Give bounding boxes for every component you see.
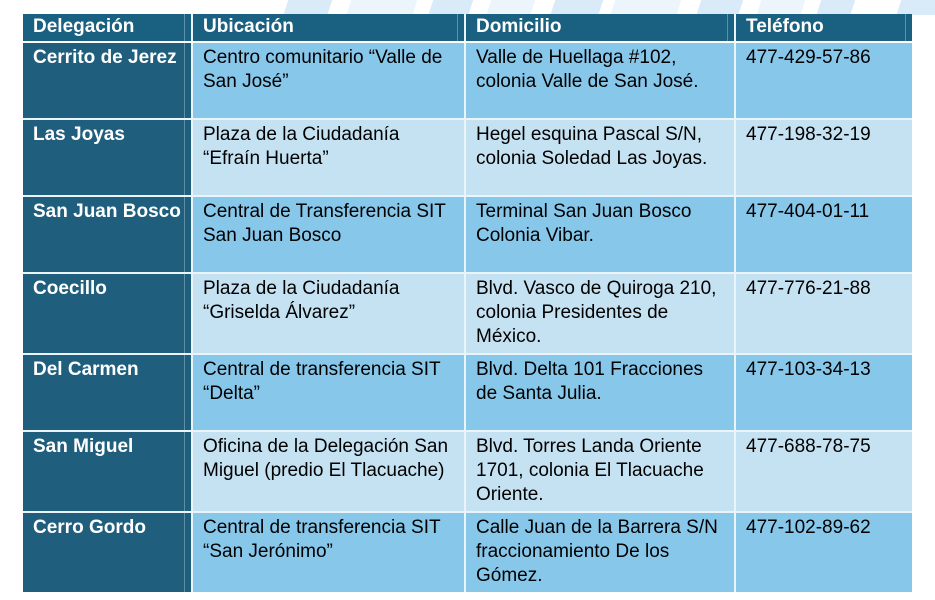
table-row: San Miguel Oficina de la Delegación San … [23,431,912,513]
cell-domicilio: Valle de Huellaga #102, colonia Valle de… [465,42,736,120]
background-swoosh [341,0,421,15]
cell-delegacion: Las Joyas [23,119,193,197]
cell-domicilio: Hegel esquina Pascal S/N, colonia Soleda… [465,119,736,197]
cell-ubicacion: Centro comunitario “Valle de San José” [192,42,466,120]
table-row: Cerro Gordo Central de transferencia SIT… [23,512,912,592]
cell-delegacion: San Miguel [23,431,193,513]
background-swoosh [481,0,539,15]
table-row: Coecillo Plaza de la Ciudadanía “Griseld… [23,273,912,355]
cell-ubicacion: Central de transferencia SIT “Delta” [192,354,466,432]
cell-telefono: 477-198-32-19 [735,119,912,197]
background-swoosh [605,0,685,15]
cell-telefono: 477-776-21-88 [735,273,912,355]
table-header: Delegación Ubicación Domicilio Teléfono [23,14,912,43]
decorative-swoosh-strip [0,0,935,15]
table-row: Cerrito de Jerez Centro comunitario “Val… [23,42,912,120]
cell-domicilio: Blvd. Delta 101 Fracciones de Santa Juli… [465,354,736,432]
cell-delegacion: Coecillo [23,273,193,355]
background-swoosh [891,0,935,15]
cell-telefono: 477-429-57-86 [735,42,912,120]
cell-delegacion: Cerrito de Jerez [23,42,193,120]
background-swoosh [811,0,859,15]
cell-delegacion: Cerro Gordo [23,512,193,592]
column-header-ubicacion: Ubicación [192,14,466,43]
delegations-directory-table: Delegación Ubicación Domicilio Teléfono … [23,14,912,592]
cell-domicilio: Calle Juan de la Barrera S/N fraccionami… [465,512,736,592]
cell-ubicacion: Central de transferencia SIT “San Jeróni… [192,512,466,592]
cell-ubicacion: Central de Transferencia SIT San Juan Bo… [192,196,466,274]
cell-domicilio: Blvd. Torres Landa Oriente 1701, colonia… [465,431,736,513]
table-row: Las Joyas Plaza de la Ciudadanía “Efraín… [23,119,912,197]
background-swoosh [691,0,747,15]
background-swoosh [545,0,607,15]
table-row: San Juan Bosco Central de Transferencia … [23,196,912,274]
background-swoosh [751,0,809,15]
cell-domicilio: Blvd. Vasco de Quiroga 210, colonia Pres… [465,273,736,355]
cell-ubicacion: Plaza de la Ciudadanía “Efraín Huerta” [192,119,466,197]
cell-telefono: 477-103-34-13 [735,354,912,432]
column-header-telefono: Teléfono [735,14,912,43]
cell-telefono: 477-102-89-62 [735,512,912,592]
table-body: Cerrito de Jerez Centro comunitario “Val… [23,42,912,592]
cell-domicilio: Terminal San Juan Bosco Colonia Vibar. [465,196,736,274]
cell-telefono: 477-688-78-75 [735,431,912,513]
cell-ubicacion: Plaza de la Ciudadanía “Griselda Álvarez… [192,273,466,355]
column-header-delegacion: Delegación [23,14,193,43]
cell-telefono: 477-404-01-11 [735,196,912,274]
cell-ubicacion: Oficina de la Delegación San Miguel (pre… [192,431,466,513]
column-header-domicilio: Domicilio [465,14,736,43]
cell-delegacion: San Juan Bosco [23,196,193,274]
header-row: Delegación Ubicación Domicilio Teléfono [23,14,912,43]
cell-delegacion: Del Carmen [23,354,193,432]
background-swoosh [423,0,477,15]
table-row: Del Carmen Central de transferencia SIT … [23,354,912,432]
background-swoosh [278,0,336,15]
